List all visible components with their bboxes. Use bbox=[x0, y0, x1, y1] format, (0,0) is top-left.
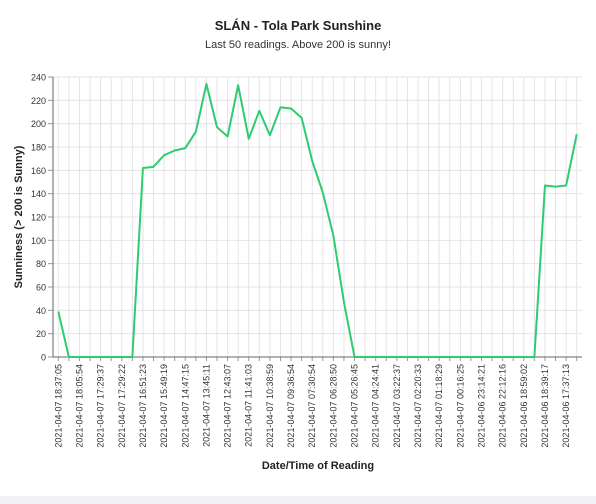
series-group bbox=[55, 81, 580, 360]
y-tick-label: 200 bbox=[31, 119, 46, 129]
x-tick-label: 2021-04-07 18:37:05 bbox=[53, 364, 63, 448]
data-point[interactable] bbox=[563, 183, 569, 189]
data-point[interactable] bbox=[203, 81, 209, 87]
data-point[interactable] bbox=[76, 354, 82, 360]
data-point[interactable] bbox=[436, 354, 442, 360]
x-axis-ticks: 2021-04-07 18:37:05 2021-04-07 18:05:54 20… bbox=[53, 357, 578, 448]
y-tick-label: 220 bbox=[31, 96, 46, 106]
data-point[interactable] bbox=[373, 354, 379, 360]
data-point[interactable] bbox=[574, 131, 580, 137]
x-tick-label: 2021-04-07 07:30:54 bbox=[307, 364, 317, 448]
data-point[interactable] bbox=[415, 354, 421, 360]
data-point[interactable] bbox=[98, 354, 104, 360]
data-point[interactable] bbox=[225, 134, 231, 140]
data-point[interactable] bbox=[246, 136, 252, 142]
x-tick-label: 2021-04-07 14:47:15 bbox=[180, 364, 190, 448]
series-line bbox=[57, 83, 578, 358]
x-tick-label: 2021-04-07 03:22:37 bbox=[392, 364, 402, 448]
data-point[interactable] bbox=[383, 354, 389, 360]
data-point[interactable] bbox=[404, 354, 410, 360]
data-point[interactable] bbox=[394, 354, 400, 360]
data-point[interactable] bbox=[426, 354, 432, 360]
y-tick-label: 180 bbox=[31, 143, 46, 153]
data-point[interactable] bbox=[119, 354, 125, 360]
data-point[interactable] bbox=[553, 184, 559, 190]
x-tick-label: 2021-04-07 18:05:54 bbox=[74, 364, 84, 448]
data-point[interactable] bbox=[500, 354, 506, 360]
data-point[interactable] bbox=[489, 354, 495, 360]
data-point[interactable] bbox=[277, 104, 283, 110]
y-tick-label: 20 bbox=[36, 329, 46, 339]
x-tick-label: 2021-04-07 15:49:19 bbox=[159, 364, 169, 448]
bottom-bar bbox=[0, 496, 596, 504]
data-point[interactable] bbox=[172, 148, 178, 154]
data-point[interactable] bbox=[288, 106, 294, 112]
x-tick-label: 2021-04-06 23:14:21 bbox=[476, 364, 486, 448]
x-tick-label: 2021-04-07 17:29:22 bbox=[117, 364, 127, 448]
data-point[interactable] bbox=[457, 354, 463, 360]
x-tick-label: 2021-04-07 11:41:03 bbox=[244, 364, 254, 447]
x-tick-label: 2021-04-07 04:24:41 bbox=[371, 364, 381, 448]
x-tick-label: 2021-04-07 13:45:11 bbox=[201, 364, 211, 447]
x-tick-label: 2021-04-07 06:28:50 bbox=[328, 364, 338, 448]
x-tick-label: 2021-04-06 17:37:13 bbox=[561, 364, 571, 448]
data-point[interactable] bbox=[161, 152, 167, 158]
y-tick-label: 40 bbox=[36, 306, 46, 316]
data-point[interactable] bbox=[193, 129, 199, 135]
data-point[interactable] bbox=[151, 164, 157, 170]
data-point[interactable] bbox=[510, 354, 516, 360]
data-point[interactable] bbox=[129, 354, 135, 360]
x-tick-label: 2021-04-07 16:51:23 bbox=[138, 364, 148, 448]
data-point[interactable] bbox=[267, 132, 273, 138]
data-point[interactable] bbox=[309, 158, 315, 164]
data-point[interactable] bbox=[521, 354, 527, 360]
data-point[interactable] bbox=[330, 233, 336, 239]
x-tick-label: 2021-04-06 18:59:02 bbox=[519, 364, 529, 448]
grid-lines bbox=[53, 76, 582, 358]
data-point[interactable] bbox=[299, 115, 305, 121]
y-tick-label: 80 bbox=[36, 259, 46, 269]
y-axis-ticks: 0 20 40 60 80 100 120 140 160 180 200 220 240 bbox=[31, 73, 53, 363]
data-point[interactable] bbox=[108, 354, 114, 360]
chart-title: SLÁN - Tola Park Sunshine bbox=[215, 18, 382, 33]
y-tick-label: 160 bbox=[31, 166, 46, 176]
x-tick-label: 2021-04-07 05:26:45 bbox=[350, 364, 360, 448]
x-tick-label: 2021-04-07 00:16:25 bbox=[455, 364, 465, 448]
y-tick-label: 120 bbox=[31, 213, 46, 223]
y-axis-label: Sunniness (> 200 is Sunny) bbox=[13, 145, 25, 288]
x-tick-label: 2021-04-07 01:18:29 bbox=[434, 364, 444, 448]
data-point[interactable] bbox=[320, 190, 326, 196]
data-point[interactable] bbox=[352, 354, 358, 360]
data-point[interactable] bbox=[256, 108, 262, 114]
x-tick-label: 2021-04-07 09:36:54 bbox=[286, 364, 296, 448]
data-point[interactable] bbox=[66, 354, 72, 360]
y-tick-label: 0 bbox=[41, 353, 46, 363]
data-point[interactable] bbox=[214, 124, 220, 130]
x-axis-label: Date/Time of Reading bbox=[262, 460, 374, 472]
data-point[interactable] bbox=[341, 299, 347, 305]
x-tick-label: 2021-04-07 02:20:33 bbox=[413, 364, 423, 448]
data-point[interactable] bbox=[478, 354, 484, 360]
x-tick-label: 2021-04-07 12:43:07 bbox=[223, 364, 233, 448]
data-point[interactable] bbox=[87, 354, 93, 360]
x-tick-label: 2021-04-06 18:39:17 bbox=[540, 364, 550, 448]
y-tick-label: 100 bbox=[31, 236, 46, 246]
data-point[interactable] bbox=[531, 354, 537, 360]
x-tick-label: 2021-04-07 10:38:59 bbox=[265, 364, 275, 448]
data-point[interactable] bbox=[182, 145, 188, 151]
y-tick-label: 60 bbox=[36, 283, 46, 293]
data-point[interactable] bbox=[55, 309, 61, 315]
chart-subtitle: Last 50 readings. Above 200 is sunny! bbox=[205, 39, 391, 51]
x-tick-label: 2021-04-07 17:29:37 bbox=[96, 364, 106, 448]
y-tick-label: 140 bbox=[31, 189, 46, 199]
data-point[interactable] bbox=[362, 354, 368, 360]
data-point[interactable] bbox=[235, 82, 241, 88]
x-tick-label: 2021-04-06 22:12:16 bbox=[498, 364, 508, 448]
data-point[interactable] bbox=[447, 354, 453, 360]
data-point[interactable] bbox=[468, 354, 474, 360]
data-point[interactable] bbox=[542, 183, 548, 189]
y-tick-label: 240 bbox=[31, 73, 46, 83]
data-point[interactable] bbox=[140, 165, 146, 171]
